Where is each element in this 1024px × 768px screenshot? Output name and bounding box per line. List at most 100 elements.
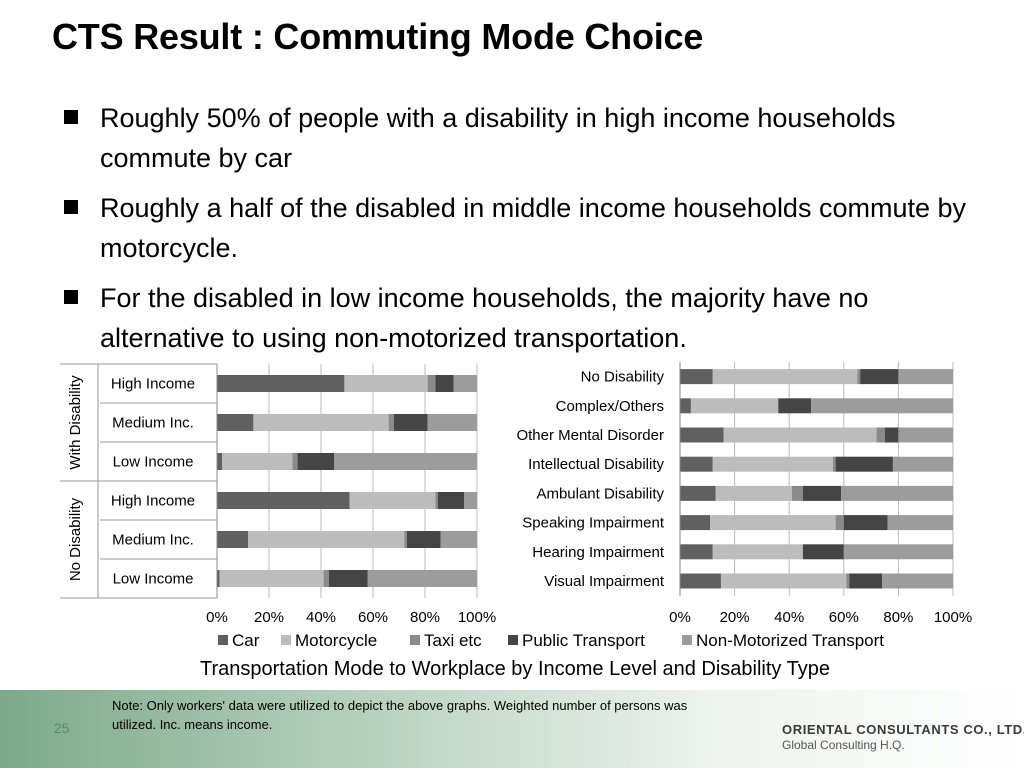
bar-segment [884, 427, 899, 443]
bar-segment [715, 485, 792, 501]
bar-segment [349, 492, 436, 509]
bar-segment [253, 414, 389, 431]
y-category-label: High Income [111, 376, 195, 393]
x-tick-label: 0% [669, 609, 691, 626]
legend-label: Public Transport [522, 631, 645, 650]
y-category-label: Visual Impairment [544, 573, 665, 590]
chart-caption: Transportation Mode to Workplace by Inco… [200, 658, 830, 680]
bar-segment [892, 456, 953, 472]
legend-label: Car [232, 631, 260, 650]
bar-segment [680, 515, 711, 531]
bar-segment [680, 456, 713, 472]
bar-segment [841, 485, 953, 501]
bar-segment [802, 485, 842, 501]
bar-segment [367, 570, 477, 587]
bar-segment [440, 531, 477, 548]
y-category-label: Hearing Impairment [532, 544, 665, 561]
bar-segment [404, 531, 407, 548]
bar-segment [712, 456, 833, 472]
bullet-text: Roughly 50% of people with a disability … [100, 103, 896, 173]
bar-segment [835, 456, 893, 472]
y-category-label: Low Income [113, 571, 194, 588]
legend-swatch [508, 635, 518, 645]
y-category-label: Complex/Others [556, 398, 664, 415]
square-bullet-icon [64, 110, 78, 124]
bar-segment [723, 427, 877, 443]
bar-segment [217, 414, 254, 431]
x-tick-label: 0% [206, 609, 228, 626]
group-label: With Disability [67, 375, 84, 470]
bar-segment [328, 570, 368, 587]
slide-title: CTS Result : Commuting Mode Choice [52, 16, 704, 57]
legend-label: Non-Motorized Transport [696, 631, 884, 650]
page-number: 25 [54, 720, 70, 736]
bullet-item: For the disabled in low income household… [62, 278, 992, 358]
y-category-label: Other Mental Disorder [516, 427, 664, 444]
y-category-label: Intellectual Disability [528, 456, 664, 473]
y-category-label: Medium Inc. [112, 532, 194, 549]
legend-swatch [682, 635, 692, 645]
footnote: Note: Only workers' data were utilized t… [112, 698, 688, 732]
bar-segment [219, 570, 324, 587]
bar-segment [712, 544, 803, 560]
bar-segment [680, 398, 691, 414]
bar-segment [849, 573, 883, 589]
bar-segment [680, 485, 716, 501]
x-tick-label: 20% [720, 609, 750, 626]
x-tick-label: 80% [883, 609, 913, 626]
bullet-item: Roughly a half of the disabled in middle… [62, 188, 992, 268]
bar-segment [843, 544, 953, 560]
bar-segment [248, 531, 405, 548]
x-tick-label: 80% [410, 609, 440, 626]
bar-segment [680, 573, 721, 589]
bar-segment [778, 398, 812, 414]
bar-segment [835, 515, 844, 531]
company-subtitle: Global Consulting H.Q. [782, 738, 905, 752]
bar-segment [843, 515, 888, 531]
y-category-label: Low Income [113, 454, 194, 471]
bar-segment [720, 573, 847, 589]
bar-segment [435, 492, 438, 509]
bar-segment [710, 515, 836, 531]
bar-segment [222, 453, 293, 470]
charts-area: High Income Medium Inc. Low Income High Inc… [60, 362, 972, 650]
y-category-label: Medium Inc. [112, 415, 194, 432]
bar-segment [217, 531, 249, 548]
y-category-label: Speaking Impairment [522, 515, 665, 532]
y-category-label: No Disability [581, 369, 665, 386]
y-category-label: Ambulant Disability [536, 485, 664, 502]
bar-segment [464, 492, 477, 509]
y-category-label: High Income [111, 493, 195, 510]
bar-segment [857, 369, 861, 385]
bar-segment [217, 453, 223, 470]
bar-segment [217, 375, 345, 392]
bar-segment [297, 453, 334, 470]
bar-segment [388, 414, 394, 431]
bar-segment [292, 453, 298, 470]
bullet-item: Roughly 50% of people with a disability … [62, 98, 992, 178]
bar-segment [846, 573, 850, 589]
bar-segment [393, 414, 428, 431]
x-tick-label: 60% [358, 609, 388, 626]
bar-segment [427, 375, 436, 392]
bar-segment [435, 375, 454, 392]
bar-segment [811, 398, 953, 414]
bar-segment [406, 531, 441, 548]
x-tick-label: 40% [774, 609, 804, 626]
company-logo-text: ORIENTAL CONSULTANTS CO., LTD. [782, 722, 1024, 737]
square-bullet-icon [64, 290, 78, 304]
x-tick-label: 40% [306, 609, 336, 626]
x-tick-label: 100% [934, 609, 972, 626]
legend-swatch [410, 635, 420, 645]
bar-segment [882, 573, 953, 589]
bar-segment [791, 485, 803, 501]
bar-segment [680, 369, 713, 385]
bar-segment [832, 456, 836, 472]
square-bullet-icon [64, 200, 78, 214]
bar-segment [898, 427, 953, 443]
bar-segment [860, 369, 899, 385]
legend-swatch [281, 635, 291, 645]
bar-segment [453, 375, 477, 392]
bar-segment [217, 570, 220, 587]
bullet-text: For the disabled in low income household… [100, 283, 869, 353]
